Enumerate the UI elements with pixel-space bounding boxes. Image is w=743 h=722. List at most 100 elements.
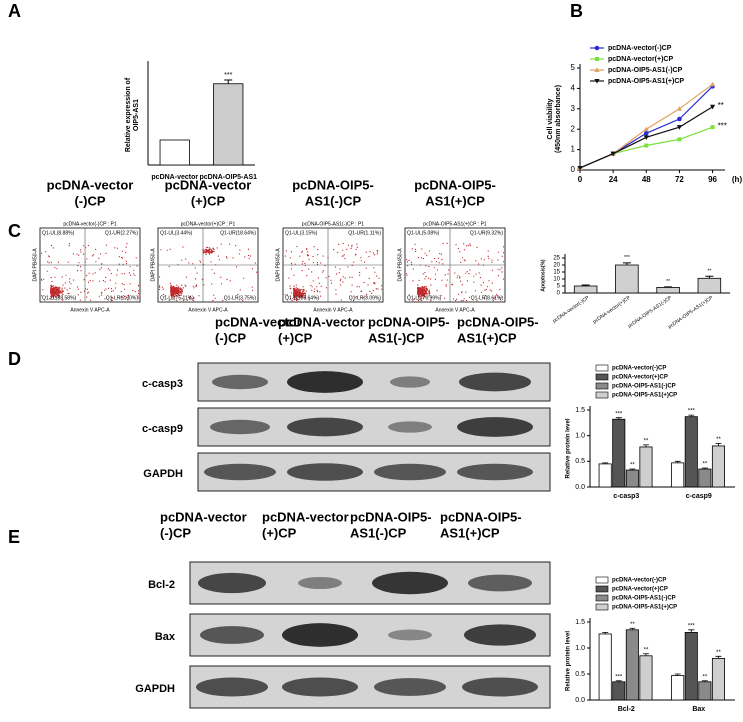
lane-header: AS1(+)CP [457,330,517,345]
y-tick-label: 0.5 [575,671,585,678]
panel-label: B [570,1,583,21]
legend-label: pcDNA-OIP5-AS1(+)CP [612,605,677,611]
significance: *** [688,409,696,415]
error-bar [622,262,631,265]
gate-label: pcDNA-vector(+)CP : P1 [181,221,236,227]
row-label: c-casp9 [142,423,183,435]
y-axis-label: Cell viability [547,98,554,139]
error-bar [664,286,673,288]
quadrant-label: Q1-UR(1.11%) [348,230,381,236]
y-tick-label: 1.5 [575,619,585,626]
y-tick-label: 2 [571,124,576,133]
bar [671,675,685,701]
lane-header: pcDNA-OIP5- [457,314,539,329]
error-bar [715,655,722,659]
x-tick-label: 48 [642,175,651,184]
band [372,571,448,595]
event-dots [159,243,258,302]
quadrant-label: Q1-LR(3.09%) [349,295,382,301]
bar [671,462,685,488]
y-tick-label: 15 [553,270,560,276]
significance: *** [624,255,630,261]
band [282,623,358,647]
y-axis-label: (450nm absorbance) [555,85,562,153]
legend-label: pcDNA-OIP5-AS1(-)CP [608,67,683,74]
significance: ** [716,437,721,443]
bar [698,468,712,488]
point [577,165,583,171]
plot-title: pcDNA-OIP5- [414,177,496,192]
bar [656,286,680,294]
y-axis-label: DAPI PB450-A [397,248,403,282]
band [457,463,533,481]
lane-header: pcDNA-vector [278,314,365,329]
point [710,125,715,130]
legend-swatch [595,594,609,602]
y-axis-label: Relative protein level [566,631,572,691]
significance: *** [615,411,623,417]
band [457,417,533,437]
x-tick-label: 24 [609,175,618,184]
panel-label: C [8,221,21,241]
significance: *** [718,121,727,130]
lane-header: (-)CP [215,330,246,345]
significance: ** [703,462,708,468]
error-bar [615,680,622,682]
y-axis-label: DAPI PB450-A [150,248,156,282]
legend-label: pcDNA-OIP5-AS1(-)CP [612,384,676,390]
plot-title: pcDNA-vector [47,177,134,192]
plot-title: (+)CP [191,193,226,208]
lane-header: AS1(+)CP [440,525,500,540]
significance: ** [644,647,649,653]
x-axis-label: Annexin V APC-A [313,307,353,313]
gate-label: pcDNA-OIP5-AS1(+)CP : P1 [423,221,487,227]
bar [697,277,722,294]
y-tick-label: 3 [571,104,576,113]
quadrant-label: Q1-UL(3.44%) [160,230,193,236]
y-axis-label: Apoptosis(%) [540,259,546,292]
quadrant-label: Q1-LR(3.75%) [224,295,257,301]
band [204,463,276,481]
legend-label: pcDNA-vector(-)CP [612,578,666,584]
plot-title: (-)CP [74,193,105,208]
quadrant-label: Q1-LL(95.64%) [285,295,320,301]
bar [711,658,725,701]
legend-label: pcDNA-vector(-)CP [608,45,672,52]
quadrant-label: Q1-UL(5.08%) [407,230,440,236]
band [200,626,264,644]
y-tick-label: 0.0 [575,697,585,704]
point [643,130,649,136]
y-axis-label: Relative protein level [566,418,572,478]
error-bar [602,462,609,464]
legend-label: pcDNA-OIP5-AS1(+)CP [612,393,677,399]
legend-label: pcDNA-vector(-)CP [612,366,666,372]
quadrant-label: Q1-UR(2.27%) [105,230,138,236]
error-bar [629,627,636,630]
point [677,137,682,142]
event-dots [284,242,383,302]
quadrant-label: Q1-LR(8.61%) [471,295,504,301]
error-bar [701,467,708,470]
lane-header: AS1(-)CP [368,330,425,345]
y-axis-label: DAPI PB450-A [275,248,281,282]
band [388,421,432,433]
quadrant-label: Q1-UL(3.15%) [285,230,318,236]
plot-title: pcDNA-OIP5- [292,177,374,192]
bar [573,285,598,294]
error-bar [688,414,695,417]
error-bar [705,275,714,279]
bar [615,264,639,294]
y-tick-label: 20 [553,263,560,269]
row-label: GAPDH [135,683,175,695]
point [594,45,600,51]
lane-header: (-)CP [160,525,191,540]
band [287,463,363,481]
band [198,572,266,594]
y-tick-label: 0 [571,165,576,174]
band [287,371,363,393]
legend-swatch [595,603,609,611]
point [709,104,716,110]
bar [598,633,612,701]
x-tick-label: 96 [708,175,717,184]
